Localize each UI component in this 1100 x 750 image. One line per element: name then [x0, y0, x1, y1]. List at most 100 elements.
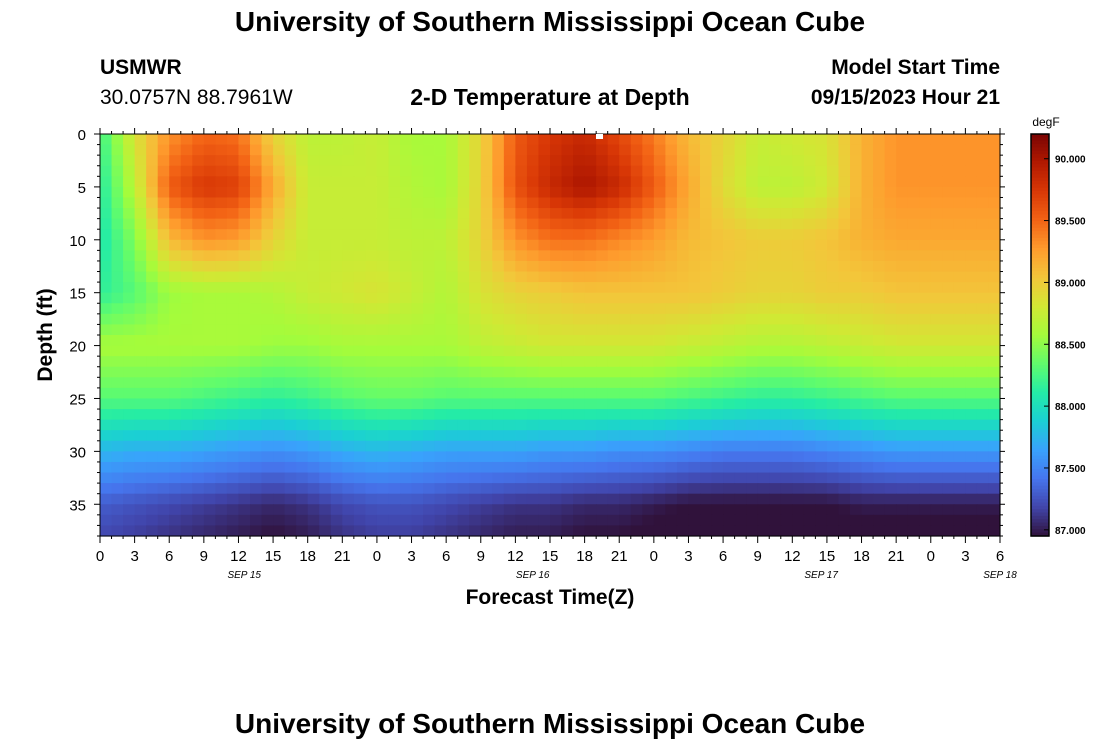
heatmap-cell [123, 430, 136, 442]
heatmap-cell [850, 250, 863, 262]
heatmap-cell [123, 176, 136, 188]
colorbar-tick-label: 89.500 [1055, 217, 1086, 228]
heatmap-cell [769, 271, 782, 283]
heatmap-cell [261, 461, 274, 474]
heatmap-cell [169, 144, 182, 156]
heatmap-cell [526, 356, 540, 368]
heatmap-cell [330, 144, 343, 156]
heatmap-cell [526, 144, 540, 156]
heatmap-cell [838, 525, 851, 537]
heatmap-cell [492, 504, 505, 516]
heatmap-cell [815, 324, 828, 336]
heatmap-cell [446, 134, 459, 146]
heatmap-cell [238, 504, 251, 516]
heatmap-cell [746, 356, 759, 368]
heatmap-cell [653, 271, 666, 283]
x-tick-label: 12 [230, 548, 247, 565]
heatmap-cell [296, 525, 309, 537]
heatmap-cell [826, 451, 840, 463]
heatmap-cell [688, 409, 701, 421]
heatmap-cell [515, 356, 528, 368]
heatmap-cell [942, 155, 955, 167]
heatmap-cell [988, 356, 1001, 368]
heatmap-cell [584, 303, 597, 315]
heatmap-cell [515, 430, 528, 442]
heatmap-cell [884, 387, 897, 400]
heatmap-cell [123, 409, 136, 421]
x-tick-label: 18 [299, 548, 316, 565]
heatmap-cell [284, 419, 297, 431]
heatmap-cell [226, 483, 240, 495]
heatmap-cell [134, 461, 147, 474]
heatmap-cell [792, 324, 805, 336]
heatmap-cell [630, 303, 643, 315]
heatmap-cell [203, 165, 216, 177]
heatmap-cell [907, 483, 920, 495]
heatmap-cell [676, 472, 690, 484]
heatmap-cell [769, 398, 782, 410]
x-tick-label: 0 [96, 548, 104, 565]
heatmap-cell [526, 271, 540, 283]
heatmap-cell [642, 292, 655, 304]
heatmap-cell [342, 176, 355, 188]
model-start-label: Model Start Time [831, 56, 1000, 79]
heatmap-cell [215, 451, 228, 463]
heatmap-cell [584, 525, 597, 537]
heatmap-cell [734, 419, 747, 431]
heatmap-cell [769, 335, 782, 347]
heatmap-cell [376, 514, 390, 527]
heatmap-cell [815, 186, 828, 199]
heatmap-cell [434, 303, 447, 315]
heatmap-cell [630, 260, 643, 273]
heatmap-cell [538, 451, 551, 463]
heatmap-cell [273, 176, 286, 188]
heatmap-cell [388, 366, 401, 378]
heatmap-cell [550, 440, 563, 452]
colorbar-segment [1031, 201, 1049, 205]
heatmap-cell [873, 197, 886, 209]
heatmap-cell [342, 514, 355, 527]
heatmap-cell [780, 239, 793, 251]
heatmap-cell [353, 419, 366, 431]
heatmap-cell [203, 472, 216, 484]
heatmap-cell [861, 430, 874, 442]
heatmap-cell [411, 345, 424, 357]
heatmap-cell [815, 197, 828, 209]
heatmap-cell [123, 165, 136, 177]
heatmap-cell [584, 430, 597, 442]
heatmap-cell [457, 366, 470, 378]
heatmap-cell [942, 514, 955, 527]
heatmap-cell [965, 440, 978, 452]
heatmap-cell [319, 366, 332, 378]
heatmap-cell [769, 218, 782, 230]
heatmap-cell [238, 324, 251, 336]
heatmap-cell [492, 493, 505, 505]
heatmap-cell [526, 176, 540, 188]
heatmap-cell [607, 345, 620, 357]
heatmap-cell [826, 398, 840, 410]
heatmap-cell [665, 366, 678, 378]
heatmap-cell [757, 356, 770, 368]
heatmap-cell [469, 430, 482, 442]
heatmap-cell [100, 303, 113, 315]
heatmap-cell [803, 440, 816, 452]
heatmap-cell [203, 229, 216, 241]
heatmap-cell [700, 165, 713, 177]
heatmap-cell [896, 504, 909, 516]
heatmap-cell [330, 229, 343, 241]
heatmap-cell [457, 504, 470, 516]
heatmap-cell [134, 409, 147, 421]
heatmap-cell [423, 345, 436, 357]
heatmap-cell [873, 356, 886, 368]
heatmap-cell [550, 260, 563, 273]
heatmap-cell [446, 440, 459, 452]
heatmap-cell [423, 335, 436, 347]
heatmap-cell [146, 324, 159, 336]
heatmap-cell [815, 229, 828, 241]
heatmap-cell [769, 250, 782, 262]
heatmap-cell [192, 461, 205, 474]
heatmap-cell [815, 239, 828, 251]
heatmap-cell [250, 335, 263, 347]
heatmap-cell [896, 292, 909, 304]
heatmap-cell [526, 504, 540, 516]
